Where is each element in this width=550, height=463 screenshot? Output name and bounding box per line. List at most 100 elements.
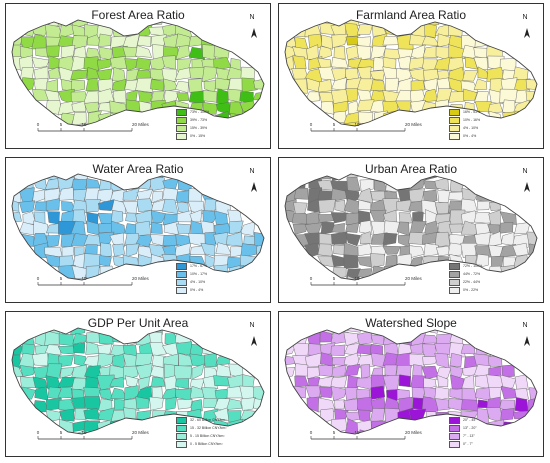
sub-watershed xyxy=(150,254,165,267)
sub-watershed xyxy=(70,79,85,92)
legend-label: 73% - 100% xyxy=(190,110,210,114)
sub-watershed xyxy=(240,243,258,259)
choropleth-map: 0 5 10 20 Miles xyxy=(284,173,538,286)
sub-watershed xyxy=(461,399,479,412)
north-arrow: N xyxy=(246,168,258,175)
scale-tick-label: 5 xyxy=(60,430,63,435)
sub-watershed xyxy=(12,198,20,212)
north-arrow-icon xyxy=(524,336,530,346)
legend-item: 20° - 45° xyxy=(449,416,477,424)
sub-watershed xyxy=(202,90,218,103)
sub-watershed xyxy=(317,214,335,223)
legend-label: 13° - 20° xyxy=(463,426,477,430)
sub-watershed xyxy=(344,22,361,37)
sub-watershed xyxy=(45,375,62,390)
sub-watershed xyxy=(12,345,23,356)
scale-tick-label: 5 xyxy=(60,276,63,281)
sub-watershed xyxy=(371,265,387,280)
sub-watershed xyxy=(253,398,264,413)
north-arrow-icon xyxy=(524,28,530,38)
legend-label: 32 - 60 Billion CNY/km² xyxy=(190,418,227,422)
sub-watershed xyxy=(165,396,177,411)
sub-watershed xyxy=(501,364,515,378)
legend-item: 16% - 53% xyxy=(449,108,480,116)
sub-watershed xyxy=(57,101,75,116)
sub-watershed xyxy=(360,231,373,245)
sub-watershed xyxy=(320,100,335,115)
scale-tick-label: 10 xyxy=(81,430,87,435)
sub-watershed xyxy=(96,352,115,369)
sub-watershed xyxy=(149,396,164,411)
sub-watershed xyxy=(58,354,74,368)
sub-watershed xyxy=(372,57,385,71)
sub-watershed xyxy=(59,367,75,379)
sub-watershed xyxy=(448,91,466,103)
legend-label: 0% - 15% xyxy=(190,134,206,138)
sub-watershed xyxy=(240,267,257,280)
sub-watershed xyxy=(475,253,489,269)
scale-bar: 0 5 10 20 Miles xyxy=(310,122,423,132)
sub-watershed xyxy=(423,377,437,390)
scale-tick-label: 0 xyxy=(37,122,40,127)
sub-watershed xyxy=(12,211,22,223)
scale-tick-label: 20 Miles xyxy=(132,430,150,435)
sub-watershed xyxy=(512,242,529,257)
sub-watershed xyxy=(357,279,371,280)
map-panel-farmland-area-ratio: Farmland Area Ratio 0 5 10 20 Miles N 16% -… xyxy=(278,3,544,149)
legend-swatch xyxy=(176,416,187,424)
sub-watershed xyxy=(447,242,464,256)
sub-watershed xyxy=(111,25,127,38)
sub-watershed xyxy=(111,78,127,93)
sub-watershed xyxy=(370,334,385,345)
sub-watershed xyxy=(345,88,359,103)
sub-watershed xyxy=(32,189,47,204)
sub-watershed xyxy=(331,174,347,182)
sub-watershed xyxy=(499,58,517,72)
sub-watershed xyxy=(346,328,361,333)
sub-watershed xyxy=(19,365,37,377)
region-outline xyxy=(11,173,265,281)
sub-watershed xyxy=(304,328,322,334)
choropleth-map: 0 5 10 20 Miles xyxy=(11,19,265,132)
scale-tick-label: 20 Miles xyxy=(132,122,150,127)
sub-watershed xyxy=(213,375,230,387)
sub-watershed xyxy=(488,209,501,226)
sub-watershed xyxy=(529,408,537,424)
sub-watershed xyxy=(33,66,49,82)
sub-watershed xyxy=(437,375,449,388)
sub-watershed xyxy=(110,112,126,123)
sub-watershed xyxy=(502,111,517,124)
sub-watershed xyxy=(513,254,530,269)
north-arrow: N xyxy=(519,322,531,329)
legend-swatch xyxy=(449,116,460,124)
sub-watershed xyxy=(214,111,231,126)
sub-watershed xyxy=(72,333,87,345)
scale-tick-label: 5 xyxy=(60,122,63,127)
sub-watershed xyxy=(330,376,348,389)
sub-watershed xyxy=(306,44,319,60)
sub-watershed xyxy=(213,232,230,246)
north-label: N xyxy=(249,322,255,329)
sub-watershed xyxy=(34,201,49,212)
legend-label: 10% - 16% xyxy=(463,118,481,122)
legend-item: 17% - 67% xyxy=(176,262,207,270)
sub-watershed xyxy=(409,245,425,259)
sub-watershed xyxy=(370,45,387,60)
legend-swatch xyxy=(449,286,460,294)
sub-watershed xyxy=(357,330,372,345)
legend-item: 4% - 10% xyxy=(449,124,480,132)
sub-watershed xyxy=(473,78,488,90)
legend-label: 4% - 10% xyxy=(190,280,206,284)
scale-tick-label: 5 xyxy=(333,122,336,127)
sub-watershed xyxy=(499,221,514,234)
north-label: N xyxy=(249,14,255,21)
sub-watershed xyxy=(99,388,114,402)
sub-watershed xyxy=(122,187,140,201)
region-outline xyxy=(11,19,265,127)
sub-watershed xyxy=(360,364,371,379)
sub-watershed xyxy=(135,57,152,71)
legend-item: 13° - 20° xyxy=(449,424,477,432)
scale-tick-label: 10 xyxy=(81,122,87,127)
legend-swatch xyxy=(176,278,187,286)
legend-label: 72% - 100% xyxy=(463,264,483,268)
